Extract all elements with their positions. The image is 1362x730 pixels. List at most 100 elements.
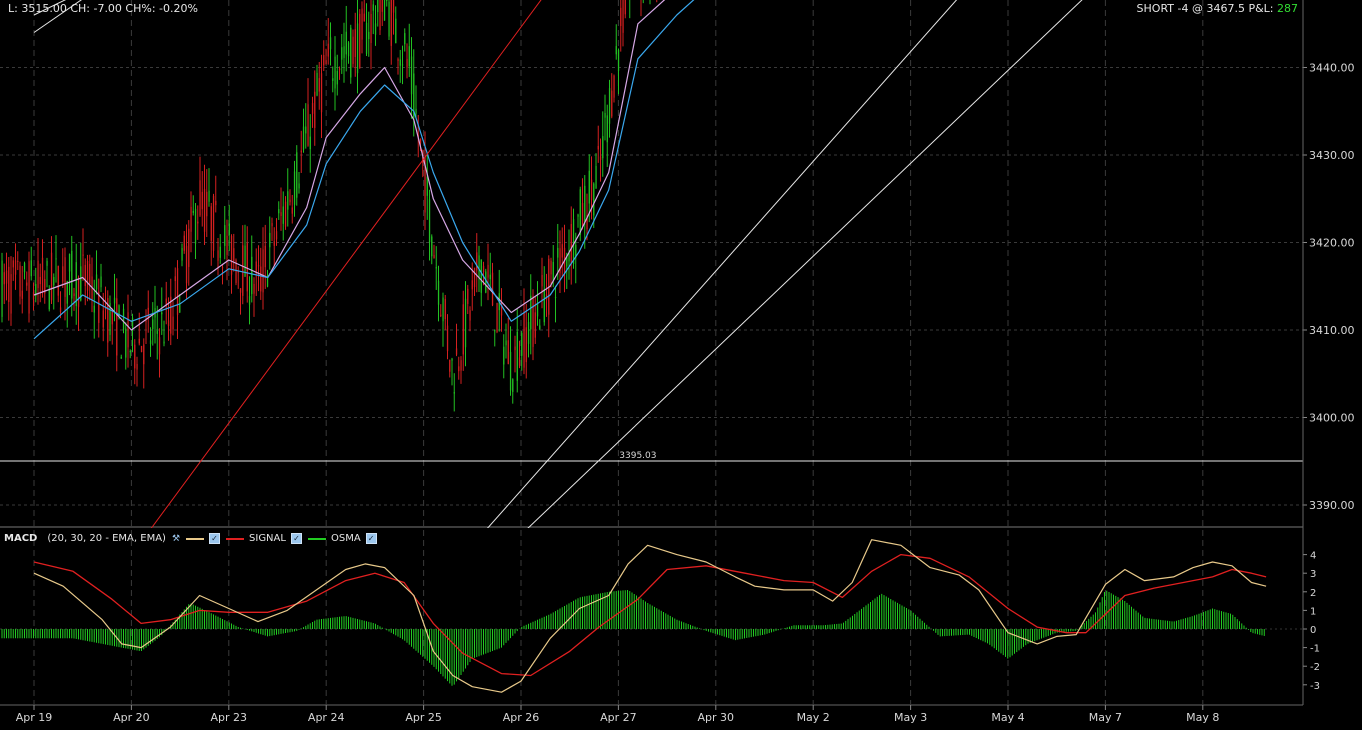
candle-body (242, 245, 244, 296)
candle-body (172, 316, 174, 330)
time-tick-label: Apr 19 (16, 711, 53, 724)
candle-body (476, 252, 478, 271)
price-tick-label: 3420.00 (1309, 237, 1355, 250)
candle-body (149, 340, 152, 344)
candle-body (253, 283, 255, 294)
candle-body (181, 248, 183, 261)
candle-body (624, 0, 626, 15)
position-text: SHORT -4 @ 3467.5 P&L: (1136, 2, 1274, 15)
candle-body (392, 0, 395, 13)
candle-body (62, 266, 64, 282)
candle-body (606, 115, 608, 143)
candle-body (579, 189, 581, 235)
candle-body (368, 31, 370, 40)
price-tick-label: 3390.00 (1309, 499, 1355, 512)
candle-body (230, 235, 233, 275)
candle-body (433, 254, 435, 259)
candle-body (84, 264, 86, 287)
candle-body (23, 263, 26, 273)
candle-body (5, 270, 8, 284)
candle-body (190, 206, 192, 232)
candle-body (356, 23, 359, 74)
candle-body (127, 312, 129, 348)
candle-body (327, 43, 329, 57)
candle-body (71, 250, 73, 299)
candle-body (559, 248, 561, 274)
candle-body (341, 47, 343, 60)
candle-body (109, 303, 111, 335)
candle-body (383, 0, 386, 21)
candle-body (343, 46, 345, 58)
candle-body (66, 280, 68, 304)
candle-body (590, 179, 593, 201)
price-tick-label: 3410.00 (1309, 324, 1355, 337)
legend-swatch-signal (226, 537, 245, 540)
candle-body (460, 360, 462, 371)
candle-body (395, 18, 397, 44)
candle-body (588, 170, 590, 204)
candle-body (251, 256, 253, 295)
candle-body (354, 29, 356, 57)
candle-body (86, 260, 89, 291)
candle-body (442, 297, 444, 322)
candle-body (536, 303, 539, 317)
candle-body (309, 136, 311, 150)
wrench-icon[interactable]: ⚒ (171, 533, 181, 544)
candle-body (44, 278, 46, 294)
candle-body (64, 257, 66, 297)
candle-body (93, 305, 95, 313)
candle-body (496, 302, 498, 333)
macd-panel-bg (0, 528, 1303, 704)
candle-body (12, 260, 14, 268)
candle-body (212, 195, 215, 251)
candle-body (363, 13, 365, 22)
candle-body (491, 272, 494, 306)
candle-body (215, 200, 217, 206)
candle-body (413, 73, 415, 118)
candle-body (208, 190, 210, 202)
candle-body (89, 263, 91, 285)
candle-body (377, 0, 379, 13)
time-tick-label: May 2 (797, 711, 830, 724)
candle-body (262, 249, 264, 293)
checkbox-icon[interactable]: ✓ (209, 533, 221, 544)
candle-body (566, 256, 568, 267)
legend-item-osma[interactable]: OSMA ✓ (307, 533, 377, 544)
candle-body (120, 356, 122, 359)
candle-body (21, 290, 23, 299)
candle-body (269, 232, 271, 248)
candle-body (615, 46, 617, 55)
candle-body (291, 207, 293, 214)
candle-body (210, 206, 212, 241)
candle-body (199, 180, 201, 216)
price-tick-label: 3430.00 (1309, 149, 1355, 162)
candle-body (131, 317, 134, 328)
candle-body (287, 191, 289, 210)
candle-body (113, 297, 116, 304)
candle-body (107, 298, 109, 343)
candle-body (494, 330, 496, 332)
legend-swatch-macd (186, 537, 205, 540)
candles (1, 0, 664, 412)
macd-params: (20, 30, 20 - EMA, EMA) (47, 533, 166, 544)
candle-body (271, 223, 273, 227)
trendline (437, 0, 958, 585)
candle-body (570, 224, 572, 264)
candle-body (462, 304, 464, 355)
candle-body (282, 206, 284, 224)
legend-item-signal[interactable]: SIGNAL ✓ (226, 533, 302, 544)
candle-body (464, 298, 467, 348)
candle-body (104, 306, 107, 310)
candle-body (381, 0, 383, 12)
candle-body (557, 247, 559, 258)
checkbox-icon[interactable]: ✓ (365, 533, 377, 544)
candle-body (390, 0, 392, 46)
legend-item-macd[interactable]: ✓ (186, 533, 221, 544)
candle-body (55, 258, 57, 260)
candle-body (323, 55, 325, 66)
candle-body (248, 296, 251, 305)
candle-body (554, 296, 557, 298)
macd-line (33, 539, 1267, 693)
checkbox-icon[interactable]: ✓ (290, 533, 302, 544)
